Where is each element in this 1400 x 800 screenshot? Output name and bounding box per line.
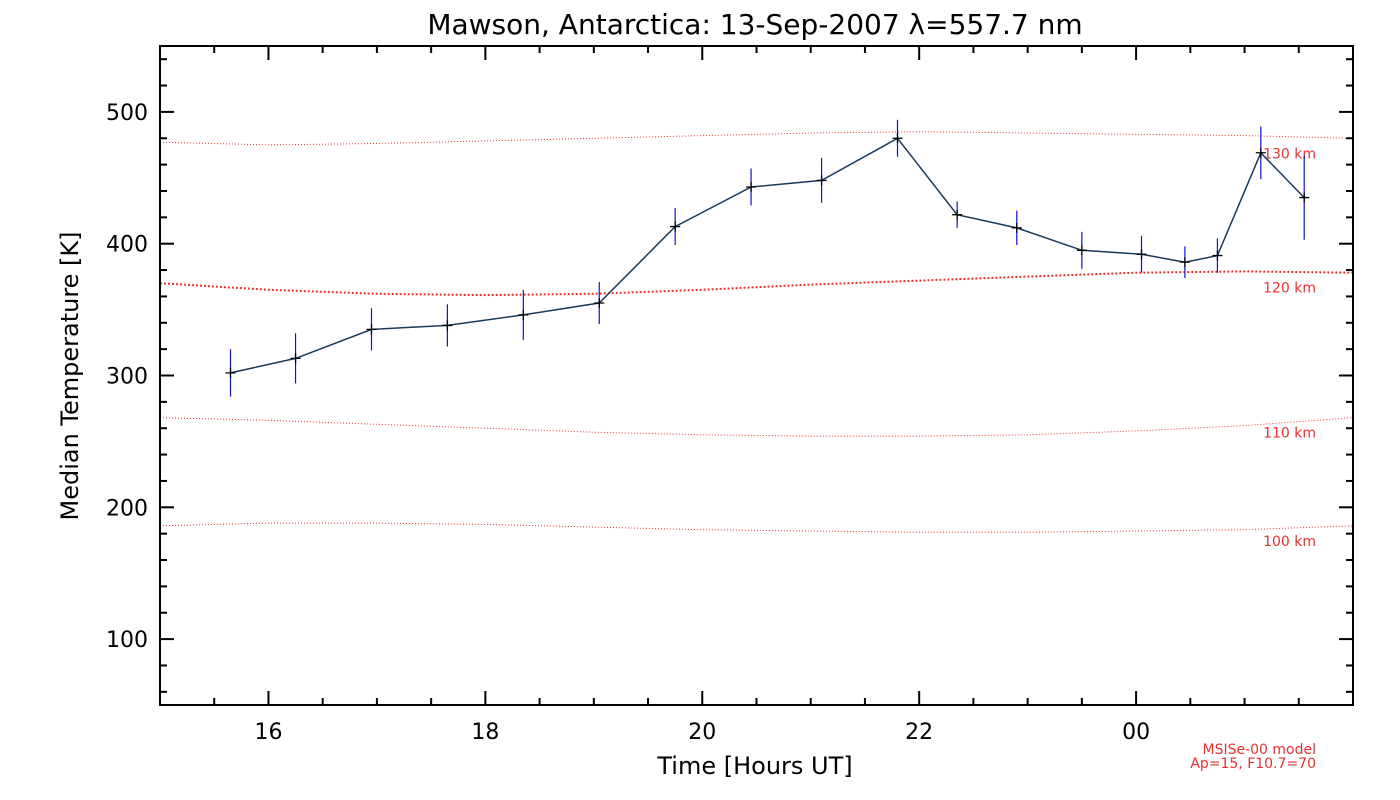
x-tick-label: 16	[254, 720, 282, 745]
data-point	[225, 367, 236, 378]
data-point	[1011, 222, 1022, 233]
y-tick-label: 300	[106, 365, 148, 390]
axis-ticks: 16 18 20 22 00 100 200 300 400 500	[106, 46, 1354, 745]
reference-curve-label: 100 km	[1263, 534, 1316, 550]
x-tick-label: 18	[471, 720, 499, 745]
x-tick-label: 00	[1122, 720, 1150, 745]
data-point	[366, 324, 377, 335]
reference-curve-label: 130 km	[1263, 146, 1316, 162]
y-tick-label: 100	[106, 628, 148, 653]
data-point	[1299, 192, 1310, 203]
y-tick-label: 400	[106, 233, 148, 258]
data-point	[746, 182, 757, 193]
model-note-line-1: MSISe-00 model	[1202, 742, 1316, 758]
x-tick-label: 20	[688, 720, 716, 745]
data-point	[290, 353, 301, 364]
data-point	[892, 133, 903, 144]
reference-curve-label: 120 km	[1263, 281, 1316, 297]
data-point	[518, 309, 529, 320]
data-point	[1212, 250, 1223, 261]
data-point	[816, 175, 827, 186]
series-line	[230, 137, 1305, 374]
reference-curve	[159, 131, 1354, 146]
data-point	[1179, 257, 1190, 268]
data-point	[1255, 147, 1266, 158]
y-tick-label: 200	[106, 496, 148, 521]
data-point	[670, 221, 681, 232]
data-point	[442, 320, 453, 331]
reference-curve	[159, 522, 1354, 533]
data-point	[952, 209, 963, 220]
x-tick-label: 22	[905, 720, 933, 745]
data-point	[594, 298, 605, 309]
reference-curve-label: 110 km	[1263, 426, 1316, 442]
reference-curve	[159, 270, 1354, 297]
data-point	[1076, 245, 1087, 256]
y-axis-label: Median Temperature [K]	[56, 231, 84, 520]
model-note-line-2: Ap=15, F10.7=70	[1190, 756, 1316, 772]
x-axis-label: Time [Hours UT]	[656, 752, 852, 780]
reference-curve	[159, 417, 1354, 437]
plot-frame	[159, 45, 1354, 706]
y-tick-label: 500	[106, 101, 148, 126]
chart-title: Mawson, Antarctica: 13-Sep-2007 λ=557.7 …	[427, 8, 1082, 41]
plot-area: 130 km 120 km 110 km 100 km	[159, 119, 1354, 550]
data-point	[1136, 249, 1147, 260]
